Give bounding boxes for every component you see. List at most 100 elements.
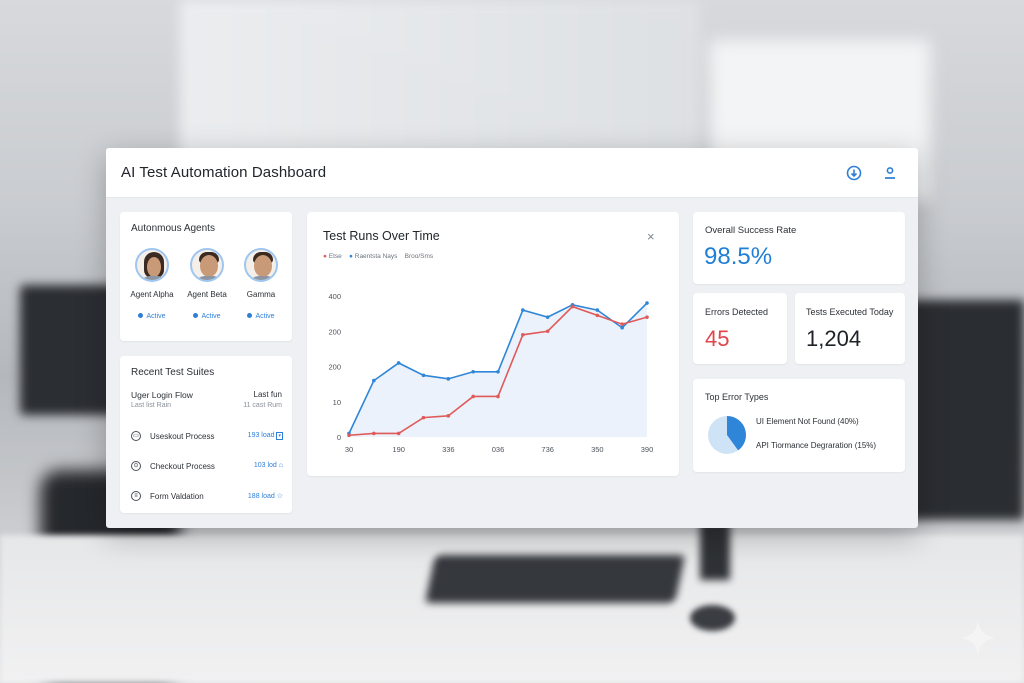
suite-count: 193 load ▾ — [247, 432, 283, 440]
x-tick-label: 30 — [345, 445, 353, 454]
background-monitor — [905, 300, 1024, 520]
error-types-card: Top Error Types UI Element Not Found (40… — [693, 379, 905, 472]
data-point — [372, 378, 376, 383]
list-item[interactable]: ▭ Useskout Process 193 load ▾ — [131, 430, 283, 446]
suite-name: Checkout Process — [150, 462, 215, 471]
y-tick-label: 10 — [333, 398, 341, 407]
test-suite-icon: ⊙ — [131, 461, 141, 471]
x-tick-label: 390 — [641, 445, 654, 454]
agent-status: Active — [177, 313, 237, 320]
test-suite-icon: ≡ — [131, 491, 141, 501]
chart-card: Test Runs Over Time × ● Etse ● Raentsta … — [307, 212, 679, 476]
background-mouse — [690, 605, 735, 631]
avatar — [190, 248, 224, 282]
user-icon[interactable] — [881, 164, 899, 182]
y-tick-label: 200 — [328, 363, 341, 372]
x-tick-label: 350 — [591, 445, 604, 454]
pie-slice — [727, 416, 746, 451]
suite-header-right-sub: 11 cast Rum — [243, 402, 282, 409]
suite-header-sub: Last list Rain — [131, 402, 172, 409]
chart-legend: ● Etse ● Raentsta Nays Broo/Sms — [323, 253, 434, 260]
data-point — [521, 308, 525, 312]
stat-label: Overall Success Rate — [705, 225, 797, 236]
agent-status: Active — [122, 313, 182, 320]
data-point — [372, 431, 376, 436]
data-point — [396, 361, 401, 365]
agent-name: Gamma — [246, 290, 276, 299]
line-chart: 0 10 200 200 400 30 190 336 036 736 350 390 — [328, 292, 654, 454]
data-point — [570, 304, 575, 309]
sparkle-icon — [960, 620, 996, 656]
stat-label: Tests Executed Today — [806, 307, 894, 317]
agent-beta[interactable]: Agent Beta Active — [177, 248, 237, 320]
suites-card: Recent Test Suites Uger Login Flow Last … — [120, 356, 292, 513]
x-tick-label: 190 — [392, 445, 405, 454]
list-item[interactable]: ⊙ Checkout Process 103 lod ⌂ — [131, 460, 283, 476]
data-point — [471, 394, 475, 399]
area-fill — [349, 303, 647, 437]
data-point — [421, 373, 426, 378]
success-rate-card: Overall Success Rate 98.5% — [693, 212, 905, 284]
agent-status: Active — [231, 313, 291, 320]
errors-card: Errors Detected 45 — [693, 293, 787, 364]
data-point — [645, 301, 649, 305]
data-point — [595, 313, 600, 318]
avatar — [244, 248, 278, 282]
data-point — [446, 414, 451, 418]
data-point — [545, 329, 550, 334]
y-tick-label: 400 — [328, 292, 341, 301]
suite-name: Useskout Process — [150, 432, 215, 441]
data-point — [446, 377, 451, 381]
legend-item: Broo/Sms — [404, 253, 434, 260]
data-point — [347, 433, 351, 438]
stat-value: 45 — [705, 326, 730, 351]
stat-value: 98.5% — [704, 243, 773, 270]
data-point — [595, 308, 600, 312]
chart-title: Test Runs Over Time — [323, 229, 440, 243]
data-point — [471, 369, 475, 374]
data-point — [521, 332, 525, 337]
legend-item: Raentsta Nays — [354, 253, 398, 260]
data-point — [545, 315, 550, 319]
error-pie-chart — [708, 416, 746, 454]
top-bar: AI Test Automation Dashboard — [106, 148, 918, 198]
dashboard-window: AI Test Automation Dashboard Autonmous A… — [106, 148, 918, 528]
suites-title: Recent Test Suites — [131, 367, 215, 378]
x-tick-label: 036 — [492, 445, 505, 454]
suite-name: Form Valdation — [150, 492, 204, 501]
download-icon[interactable] — [845, 164, 863, 182]
background-monitor-stand — [700, 520, 730, 580]
data-point — [396, 431, 401, 436]
data-point — [421, 415, 426, 420]
suite-header-name: Uger Login Flow — [131, 390, 193, 400]
background-keyboard — [424, 555, 686, 603]
app-title: AI Test Automation Dashboard — [121, 164, 327, 181]
data-point — [645, 315, 649, 319]
data-point — [620, 322, 624, 326]
agents-title: Autonmous Agents — [131, 223, 215, 234]
stat-value: 1,204 — [806, 326, 862, 351]
list-item[interactable]: ≡ Form Valdation 188 load ☆ — [131, 490, 283, 506]
agent-gamma[interactable]: Gamma Active — [231, 248, 291, 320]
error-type-label: API Tiormance Degraration (15%) — [756, 441, 877, 450]
error-type-label: UI Element Not Found (40%) — [756, 417, 859, 426]
stat-label: Errors Detected — [705, 307, 769, 317]
suite-count: 103 lod ⌂ — [253, 462, 283, 469]
data-point — [620, 325, 624, 330]
y-tick-label: 0 — [337, 433, 341, 442]
tests-executed-card: Tests Executed Today 1,204 — [795, 293, 905, 364]
legend-item: Etse — [328, 253, 342, 260]
agent-alpha[interactable]: Agent Alpha Active — [122, 248, 182, 320]
suite-header-right: Last fun — [253, 390, 282, 399]
background-monitor — [20, 285, 120, 415]
data-point — [496, 394, 500, 399]
x-tick-label: 336 — [442, 445, 455, 454]
x-tick-label: 736 — [541, 445, 554, 454]
avatar — [135, 248, 169, 282]
suite-count: 188 load ☆ — [247, 493, 283, 500]
data-point — [496, 369, 500, 374]
y-tick-label: 200 — [328, 327, 341, 336]
error-types-title: Top Error Types — [705, 392, 769, 402]
close-icon[interactable]: × — [647, 229, 655, 244]
agent-name: Agent Alpha — [130, 290, 174, 299]
